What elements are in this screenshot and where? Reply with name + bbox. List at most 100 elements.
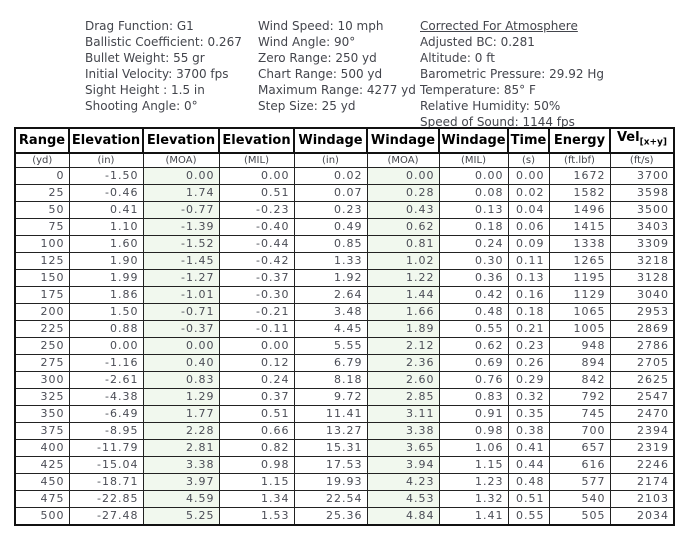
table-cell: 400 xyxy=(14,438,70,457)
table-cell: 0.16 xyxy=(507,285,550,304)
table-cell: 0 xyxy=(14,166,70,185)
table-cell: 0.18 xyxy=(438,217,509,236)
table-cell: 0.98 xyxy=(438,421,509,440)
table-cell: 1.92 xyxy=(293,268,368,287)
table-row: 300 -2.61 0.83 0.24 8.18 2.60 0.76 0.29 842 2625 xyxy=(14,370,675,389)
table-cell: 0.00 xyxy=(366,166,440,185)
table-cell: 0.04 xyxy=(507,200,550,219)
parameter-line: Barometric Pressure: 29.92 Hg xyxy=(420,67,604,81)
table-cell: 0.24 xyxy=(218,370,295,389)
table-cell: 2.12 xyxy=(366,336,440,355)
table-cell: 3040 xyxy=(609,285,675,304)
column-unit: (MOA) xyxy=(366,152,440,168)
table-cell: 1129 xyxy=(548,285,611,304)
table-cell: 0.13 xyxy=(438,200,509,219)
table-row: 250 0.00 0.00 0.00 5.55 2.12 0.62 0.23 948 2786 xyxy=(14,336,675,355)
table-cell: 0.51 xyxy=(218,404,295,423)
table-cell: 0.41 xyxy=(68,200,144,219)
table-cell: -0.37 xyxy=(218,268,295,287)
table-cell: -1.01 xyxy=(142,285,220,304)
table-row: 100 1.60 -1.52 -0.44 0.85 0.81 0.24 0.09 1338 330… xyxy=(14,234,675,253)
table-cell: 1.02 xyxy=(366,251,440,270)
table-cell: 700 xyxy=(548,421,611,440)
table-cell: 475 xyxy=(14,489,70,508)
table-cell: 2174 xyxy=(609,472,675,491)
table-cell: 4.23 xyxy=(366,472,440,491)
parameter-line: Drag Function: G1 xyxy=(85,19,194,33)
table-cell: 1005 xyxy=(548,319,611,338)
table-cell: -0.11 xyxy=(218,319,295,338)
table-cell: 0.51 xyxy=(218,183,295,202)
column-header: Vel[x+y] xyxy=(609,127,675,154)
table-cell: 0.83 xyxy=(142,370,220,389)
column-header-subscript: [x+y] xyxy=(639,137,668,148)
table-cell: 1.89 xyxy=(366,319,440,338)
table-cell: 1195 xyxy=(548,268,611,287)
table-cell: 0.21 xyxy=(507,319,550,338)
table-row: 350 -6.49 1.77 0.51 11.41 3.11 0.91 0.35 745 2470 xyxy=(14,404,675,423)
table-cell: -4.38 xyxy=(68,387,144,406)
table-cell: -0.23 xyxy=(218,200,295,219)
table-cell: 275 xyxy=(14,353,70,372)
table-cell: 1.60 xyxy=(68,234,144,253)
table-cell: 0.98 xyxy=(218,455,295,474)
table-cell: -1.16 xyxy=(68,353,144,372)
table-cell: 0.00 xyxy=(438,166,509,185)
table-cell: 0.29 xyxy=(507,370,550,389)
table-cell: 3.11 xyxy=(366,404,440,423)
table-cell: 150 xyxy=(14,268,70,287)
table-cell: 0.91 xyxy=(438,404,509,423)
table-cell: 4.59 xyxy=(142,489,220,508)
column-unit: (MIL) xyxy=(438,152,509,168)
column-unit: (in) xyxy=(293,152,368,168)
table-cell: 250 xyxy=(14,336,70,355)
table-row: 175 1.86 -1.01 -0.30 2.64 1.44 0.42 0.16 1129 304… xyxy=(14,285,675,304)
column-header: Elevation xyxy=(68,127,144,154)
table-cell: 0.09 xyxy=(507,234,550,253)
table-cell: 5.25 xyxy=(142,506,220,526)
table-cell: 0.66 xyxy=(218,421,295,440)
table-cell: 3.94 xyxy=(366,455,440,474)
table-cell: 0.00 xyxy=(142,166,220,185)
table-cell: 4.45 xyxy=(293,319,368,338)
table-cell: -18.71 xyxy=(68,472,144,491)
table-cell: 25 xyxy=(14,183,70,202)
ballistics-table: Range Elevation Elevation Elevation Windage W… xyxy=(14,127,675,526)
table-cell: 0.06 xyxy=(507,217,550,236)
table-cell: 1.86 xyxy=(68,285,144,304)
table-cell: 3.38 xyxy=(366,421,440,440)
table-cell: -1.27 xyxy=(142,268,220,287)
table-cell: 0.51 xyxy=(507,489,550,508)
table-header-row: Range Elevation Elevation Elevation Windage W… xyxy=(14,127,675,154)
table-cell: 1.23 xyxy=(438,472,509,491)
table-cell: 948 xyxy=(548,336,611,355)
table-cell: -8.95 xyxy=(68,421,144,440)
table-cell: 0.30 xyxy=(438,251,509,270)
table-cell: 0.00 xyxy=(68,336,144,355)
table-units-row: (yd) (in) (MOA) (MIL) (in) (MOA) (MIL) (s) (ft.l… xyxy=(14,152,675,168)
table-cell: 0.43 xyxy=(366,200,440,219)
table-cell: -0.46 xyxy=(68,183,144,202)
table-cell: 3598 xyxy=(609,183,675,202)
table-cell: 1.53 xyxy=(218,506,295,526)
table-cell: 0.37 xyxy=(218,387,295,406)
table-cell: 0.62 xyxy=(438,336,509,355)
table-cell: 450 xyxy=(14,472,70,491)
table-cell: 1.33 xyxy=(293,251,368,270)
table-cell: 1415 xyxy=(548,217,611,236)
table-cell: 11.41 xyxy=(293,404,368,423)
table-cell: 2.81 xyxy=(142,438,220,457)
table-cell: 1.50 xyxy=(68,302,144,321)
table-cell: 1672 xyxy=(548,166,611,185)
column-header: Elevation xyxy=(218,127,295,154)
table-cell: 300 xyxy=(14,370,70,389)
table-cell: 2953 xyxy=(609,302,675,321)
table-cell: 0.11 xyxy=(507,251,550,270)
parameter-line: Bullet Weight: 55 gr xyxy=(85,51,205,65)
table-cell: 2869 xyxy=(609,319,675,338)
table-cell: 0.69 xyxy=(438,353,509,372)
table-row: 325 -4.38 1.29 0.37 9.72 2.85 0.83 0.32 792 2547 xyxy=(14,387,675,406)
table-cell: 745 xyxy=(548,404,611,423)
parameter-line: Maximum Range: 4277 yd xyxy=(258,83,416,97)
table-cell: 2319 xyxy=(609,438,675,457)
